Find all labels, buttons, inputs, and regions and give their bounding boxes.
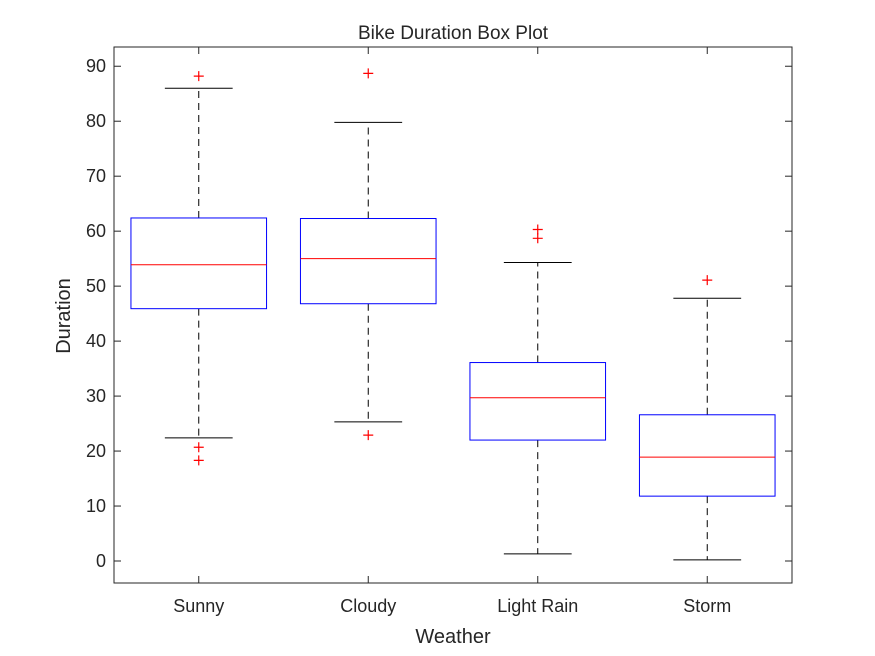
y-tick-label: 50 (86, 276, 106, 296)
box-storm (638, 414, 776, 497)
box-light-rain (469, 362, 607, 441)
y-tick-label: 70 (86, 166, 106, 186)
outlier-marker-sunny (193, 455, 204, 466)
chart-title: Bike Duration Box Plot (358, 23, 549, 44)
x-tick-label: Storm (683, 596, 731, 616)
y-tick-label: 40 (86, 331, 106, 351)
x-tick-label: Light Rain (497, 596, 578, 616)
outlier-marker-sunny (193, 442, 204, 453)
y-tick-label: 60 (86, 221, 106, 241)
outlier-marker-sunny (193, 71, 204, 82)
y-tick-label: 10 (86, 496, 106, 516)
y-tick-label: 20 (86, 441, 106, 461)
x-tick-label: Cloudy (340, 596, 396, 616)
y-tick-label: 80 (86, 111, 106, 131)
box-cloudy (299, 218, 437, 305)
outlier-marker-cloudy (363, 430, 374, 441)
y-tick-label: 90 (86, 56, 106, 76)
axes-frame (113, 46, 793, 584)
plot-area: 0 10 20 30 40 50 60 70 80 90 Sunny Cloudy Light Rain… (86, 46, 793, 616)
outlier-marker-light-rain (532, 224, 543, 235)
y-tick-label: 0 (96, 551, 106, 571)
x-tick-label: Sunny (173, 596, 224, 616)
y-tick-label: 30 (86, 386, 106, 406)
outlier-marker-cloudy (363, 68, 374, 79)
outlier-marker-storm (702, 275, 713, 286)
y-axis-label: Duration (53, 278, 75, 354)
box-sunny (130, 217, 268, 310)
x-axis-label: Weather (415, 626, 491, 648)
outlier-marker-light-rain (532, 233, 543, 244)
